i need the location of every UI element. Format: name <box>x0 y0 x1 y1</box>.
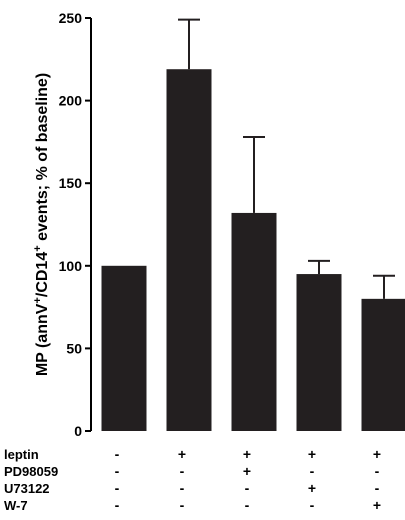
y-axis-title-part: events; % of baseline) <box>34 73 51 246</box>
condition-sign: - <box>245 497 250 513</box>
condition-sign: - <box>310 463 315 479</box>
condition-sign: - <box>245 480 250 496</box>
bars-group <box>101 69 405 431</box>
condition-label: PD98059 <box>4 464 58 479</box>
y-axis-title-superscript: + <box>32 245 44 251</box>
condition-sign: - <box>115 497 120 513</box>
condition-sign: + <box>243 446 251 462</box>
condition-sign: + <box>308 480 316 496</box>
condition-table: leptin - + + + +PD98059- - + - -U73122- - - + -W-7- - -… <box>4 446 381 513</box>
y-tick-label: 100 <box>59 258 83 274</box>
y-axis: 0 50 100 150 200 250 <box>59 10 92 439</box>
condition-label: U73122 <box>4 481 50 496</box>
y-axis-title: MP (annV+/CD14+ events; % of baseline) <box>32 73 51 376</box>
condition-sign: + <box>308 446 316 462</box>
y-tick-label: 150 <box>59 175 83 191</box>
y-axis-title-superscript: + <box>32 297 44 303</box>
y-tick-label: 0 <box>74 423 82 439</box>
condition-sign: - <box>375 480 380 496</box>
condition-sign: - <box>115 463 120 479</box>
bar <box>296 274 342 431</box>
condition-sign: + <box>373 446 381 462</box>
condition-sign: - <box>180 480 185 496</box>
condition-sign: + <box>178 446 186 462</box>
condition-sign: - <box>180 497 185 513</box>
y-tick-label: 50 <box>66 340 82 356</box>
condition-sign: - <box>310 497 315 513</box>
y-axis-title-part: /CD14 <box>34 252 51 297</box>
y-tick-label: 200 <box>59 93 83 109</box>
condition-sign: - <box>375 463 380 479</box>
condition-sign: - <box>115 480 120 496</box>
condition-sign: + <box>243 463 251 479</box>
bar <box>361 298 405 431</box>
bar <box>231 212 277 431</box>
y-axis-label: MP (annV+/CD14+ events; % of baseline) <box>32 73 51 376</box>
condition-label: W-7 <box>4 498 28 513</box>
condition-sign: - <box>180 463 185 479</box>
condition-sign: + <box>373 497 381 513</box>
error-bars-group <box>178 18 395 299</box>
y-tick-label: 250 <box>59 10 83 26</box>
condition-sign: - <box>115 446 120 462</box>
condition-label: leptin <box>4 447 39 462</box>
y-axis-title-part: MP (annV <box>34 303 51 376</box>
bar <box>101 265 147 431</box>
bar <box>166 69 212 431</box>
